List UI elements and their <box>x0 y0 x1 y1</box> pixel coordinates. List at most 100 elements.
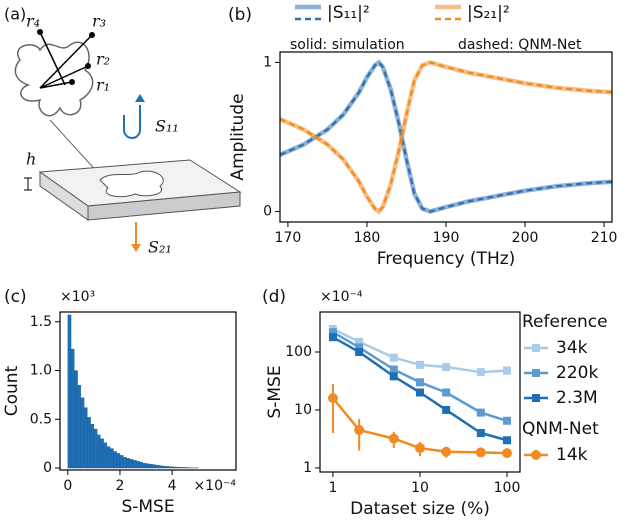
marker <box>415 360 424 369</box>
marker <box>355 343 364 352</box>
bar <box>106 446 111 469</box>
bar <box>155 464 160 469</box>
legend-label: |S₁₁|² <box>327 3 370 23</box>
bar <box>175 466 179 469</box>
bar <box>165 466 170 469</box>
reflection-arrow <box>123 105 141 139</box>
legend-marker <box>532 369 540 377</box>
marker <box>328 333 337 342</box>
label: r₂ <box>96 50 110 69</box>
marker <box>327 393 338 404</box>
legend-label: 34k <box>556 338 588 358</box>
y-tick-label: 0 <box>43 460 52 476</box>
bar <box>116 453 121 469</box>
marker <box>503 366 512 375</box>
bar <box>113 451 117 469</box>
bar <box>97 434 101 469</box>
legend-marker <box>532 394 540 402</box>
x-tick-label: 10 <box>411 480 429 496</box>
annotation: solid: simulation <box>290 37 405 53</box>
plot-area <box>327 324 513 459</box>
bar <box>74 370 78 469</box>
arrowhead <box>131 244 141 252</box>
marker <box>415 388 424 397</box>
x-tick-label: 1 <box>328 480 337 496</box>
bar <box>103 442 108 469</box>
hole <box>99 170 164 198</box>
bar <box>168 466 173 469</box>
bar <box>100 438 104 469</box>
line <box>280 60 612 215</box>
marker <box>442 363 451 372</box>
plot-area <box>67 314 199 469</box>
bar <box>139 462 143 469</box>
bar <box>83 407 88 469</box>
bar <box>90 424 95 469</box>
bar <box>70 348 75 469</box>
panel-label: (a) <box>4 5 26 24</box>
x-tick-label: 2 <box>116 478 125 494</box>
marker <box>502 448 513 459</box>
radius-line <box>39 34 93 89</box>
point <box>37 29 43 35</box>
bar <box>67 314 72 469</box>
x-tick-label: 100 <box>494 480 521 496</box>
point <box>89 32 95 38</box>
panel-label: (b) <box>228 5 252 25</box>
bar <box>77 384 82 469</box>
bar <box>132 460 137 469</box>
bar <box>110 448 114 469</box>
y-tick-label: 1 <box>303 460 312 476</box>
point <box>85 63 91 69</box>
legend-title: Reference <box>522 312 608 332</box>
marker <box>475 447 486 458</box>
legend-label: |S₂₁|² <box>467 3 510 23</box>
marker <box>328 328 337 337</box>
annotation: dashed: QNM-Net <box>458 37 582 53</box>
marker <box>441 446 452 457</box>
panel-label: (c) <box>4 287 27 307</box>
y-multiplier: ×10³ <box>60 289 95 305</box>
x-multiplier: ×10⁻⁴ <box>193 478 236 494</box>
y-tick-label: 10 <box>294 402 312 418</box>
marker <box>476 368 485 377</box>
bar <box>181 467 186 469</box>
bar <box>93 428 98 469</box>
bar <box>185 467 189 469</box>
x-tick-label: 200 <box>512 230 539 246</box>
dashed-line <box>280 61 612 214</box>
marker <box>389 372 398 381</box>
y-tick-label: 1.0 <box>30 363 52 379</box>
y-axis-label: Amplitude <box>228 93 248 180</box>
panel-label: (d) <box>262 287 286 307</box>
legend-label: 2.3M <box>556 388 598 408</box>
marker <box>442 405 451 414</box>
x-tick-label: 180 <box>354 230 381 246</box>
legend-marker <box>531 450 541 460</box>
marker <box>476 408 485 417</box>
line <box>280 59 612 214</box>
bar <box>126 458 130 469</box>
thickness-mark <box>24 177 32 191</box>
shape-outline <box>14 41 94 117</box>
radius-line <box>39 65 89 89</box>
slab-front <box>87 191 241 221</box>
marker <box>503 416 512 425</box>
bar <box>149 463 153 469</box>
bar <box>119 455 124 469</box>
label: r₁ <box>96 76 110 95</box>
legend-label: 14k <box>556 445 588 465</box>
y-tick-label: 100 <box>285 344 312 360</box>
axes-frame <box>279 51 613 223</box>
marker <box>415 378 424 387</box>
label: r₄ <box>26 12 40 31</box>
axes-frame <box>59 311 237 471</box>
dashed-line <box>280 60 612 213</box>
marker <box>389 365 398 374</box>
radius-line <box>39 31 66 86</box>
arrowhead <box>135 94 145 102</box>
radius-line <box>39 81 73 89</box>
diagram: (a) r₄ r₃ r₂ r₁ h S₁₁ S₂₁ <box>4 5 242 257</box>
bar <box>136 461 140 469</box>
